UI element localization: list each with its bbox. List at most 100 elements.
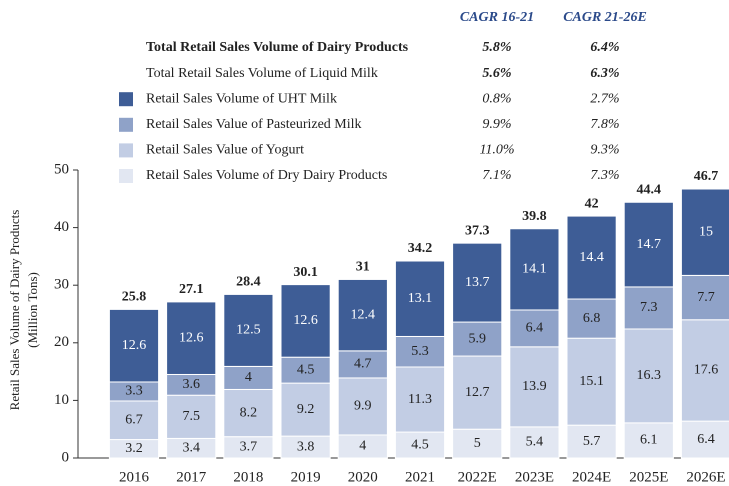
y-tick-label: 0	[62, 449, 70, 465]
bar-segment	[280, 382, 331, 437]
segment-label: 16.3	[637, 368, 662, 383]
total-label: 46.7	[694, 169, 719, 184]
x-tick-label: 2022E	[458, 469, 497, 485]
segment-label: 13.9	[522, 379, 547, 394]
cagr-value: 6.4%	[590, 40, 619, 55]
y-tick-label: 10	[54, 392, 69, 408]
bar-segment	[394, 335, 446, 368]
bar-segment	[166, 394, 217, 439]
cagr-value: 0.8%	[482, 91, 511, 106]
legend-label: Retail Sales Value of Pasteurized Milk	[146, 117, 362, 132]
bar-segment	[394, 260, 446, 337]
segment-label: 13.1	[408, 291, 433, 306]
bar-segment	[337, 278, 388, 352]
bar-segment	[623, 201, 674, 288]
y-tick-label: 50	[54, 161, 69, 177]
segment-label: 3.8	[297, 439, 315, 454]
segment-label: 6.1	[640, 433, 658, 448]
legend-label: Total Retail Sales Volume of Dairy Produ…	[146, 40, 409, 55]
legend-swatch	[119, 117, 133, 132]
x-tick-label: 2026E	[686, 469, 725, 485]
total-label: 31	[356, 260, 370, 275]
segment-label: 4.5	[297, 362, 315, 377]
bar-segment	[623, 286, 674, 330]
total-label: 34.2	[408, 241, 433, 256]
x-tick-label: 2020	[348, 469, 378, 485]
segment-label: 7.3	[640, 300, 658, 315]
segment-label: 15	[699, 224, 713, 239]
bar-segment	[623, 422, 674, 459]
bar-segment	[566, 424, 617, 459]
bar-segment	[337, 377, 388, 436]
legend-label: Retail Sales Volume of UHT Milk	[146, 91, 337, 106]
y-tick-label: 40	[54, 219, 69, 235]
segment-label: 8.2	[240, 405, 258, 420]
segment-label: 17.6	[694, 363, 719, 378]
segment-label: 12.4	[351, 307, 376, 322]
segment-label: 13.7	[465, 275, 490, 290]
segment-label: 14.7	[637, 237, 662, 252]
segment-label: 12.6	[179, 330, 204, 345]
y-tick-label: 30	[54, 277, 69, 293]
bar-segment	[394, 431, 446, 459]
segment-label: 12.6	[122, 338, 147, 353]
bar-segment	[394, 366, 446, 433]
bar-segment	[509, 346, 560, 428]
total-label: 30.1	[293, 265, 318, 280]
x-tick-label: 2024E	[572, 469, 611, 485]
bar-segment	[680, 188, 729, 276]
cagr-value: 7.8%	[590, 117, 619, 132]
segment-label: 5	[474, 436, 481, 451]
x-tick-label: 2017	[176, 469, 207, 485]
x-tick-label: 2016	[119, 469, 150, 485]
segment-label: 12.5	[236, 323, 261, 338]
cagr-value: 9.9%	[482, 117, 511, 132]
bar-segment	[566, 337, 617, 426]
segment-label: 3.4	[182, 440, 200, 455]
cagr-value: 7.3%	[590, 168, 619, 183]
segment-label: 7.5	[182, 409, 200, 424]
bar-segment	[680, 319, 729, 422]
segment-label: 4.7	[354, 357, 372, 372]
legend-label: Retail Sales Value of Yogurt	[146, 143, 304, 158]
legend-label: Retail Sales Volume of Dry Dairy Product…	[146, 168, 387, 183]
segment-label: 5.4	[526, 435, 544, 450]
segment-label: 14.1	[522, 262, 547, 277]
segment-label: 4.5	[411, 437, 429, 452]
segment-label: 14.4	[579, 250, 604, 265]
x-tick-label: 2018	[233, 469, 263, 485]
bar-segment	[452, 428, 503, 459]
cagr-value: 5.8%	[482, 40, 511, 55]
legend-label: Total Retail Sales Volume of Liquid Milk	[146, 66, 378, 81]
segment-label: 3.7	[240, 440, 258, 455]
total-label: 37.3	[465, 223, 490, 238]
segment-label: 6.8	[583, 311, 601, 326]
cagr-value: 7.1%	[482, 168, 511, 183]
segment-label: 3.2	[125, 441, 143, 456]
bar-segment	[509, 228, 560, 311]
bar-segment	[280, 284, 331, 358]
segment-label: 15.1	[579, 374, 604, 389]
x-tick-label: 2025E	[629, 469, 668, 485]
x-tick-label: 2023E	[515, 469, 554, 485]
total-label: 28.4	[236, 275, 261, 290]
segment-label: 12.6	[293, 313, 318, 328]
bar-segment	[566, 215, 617, 300]
bar-segment	[452, 242, 503, 323]
bar-segment	[166, 301, 217, 375]
segment-label: 6.4	[697, 432, 715, 447]
segment-label: 7.7	[697, 290, 715, 305]
total-label: 42	[585, 196, 599, 211]
cagr-value: 6.3%	[590, 66, 619, 81]
bar-segment	[452, 321, 503, 357]
y-tick-label: 20	[54, 334, 69, 350]
y-axis-label: Retail Sales Volume of Dairy Products	[7, 210, 22, 411]
cagr-value: 2.7%	[590, 91, 619, 106]
segment-label: 5.7	[583, 434, 601, 449]
segment-label: 6.7	[125, 412, 143, 427]
cagr-value: 9.3%	[590, 143, 619, 158]
legend-swatch	[119, 143, 133, 158]
segment-label: 6.4	[526, 321, 544, 336]
segment-label: 4	[245, 370, 252, 385]
